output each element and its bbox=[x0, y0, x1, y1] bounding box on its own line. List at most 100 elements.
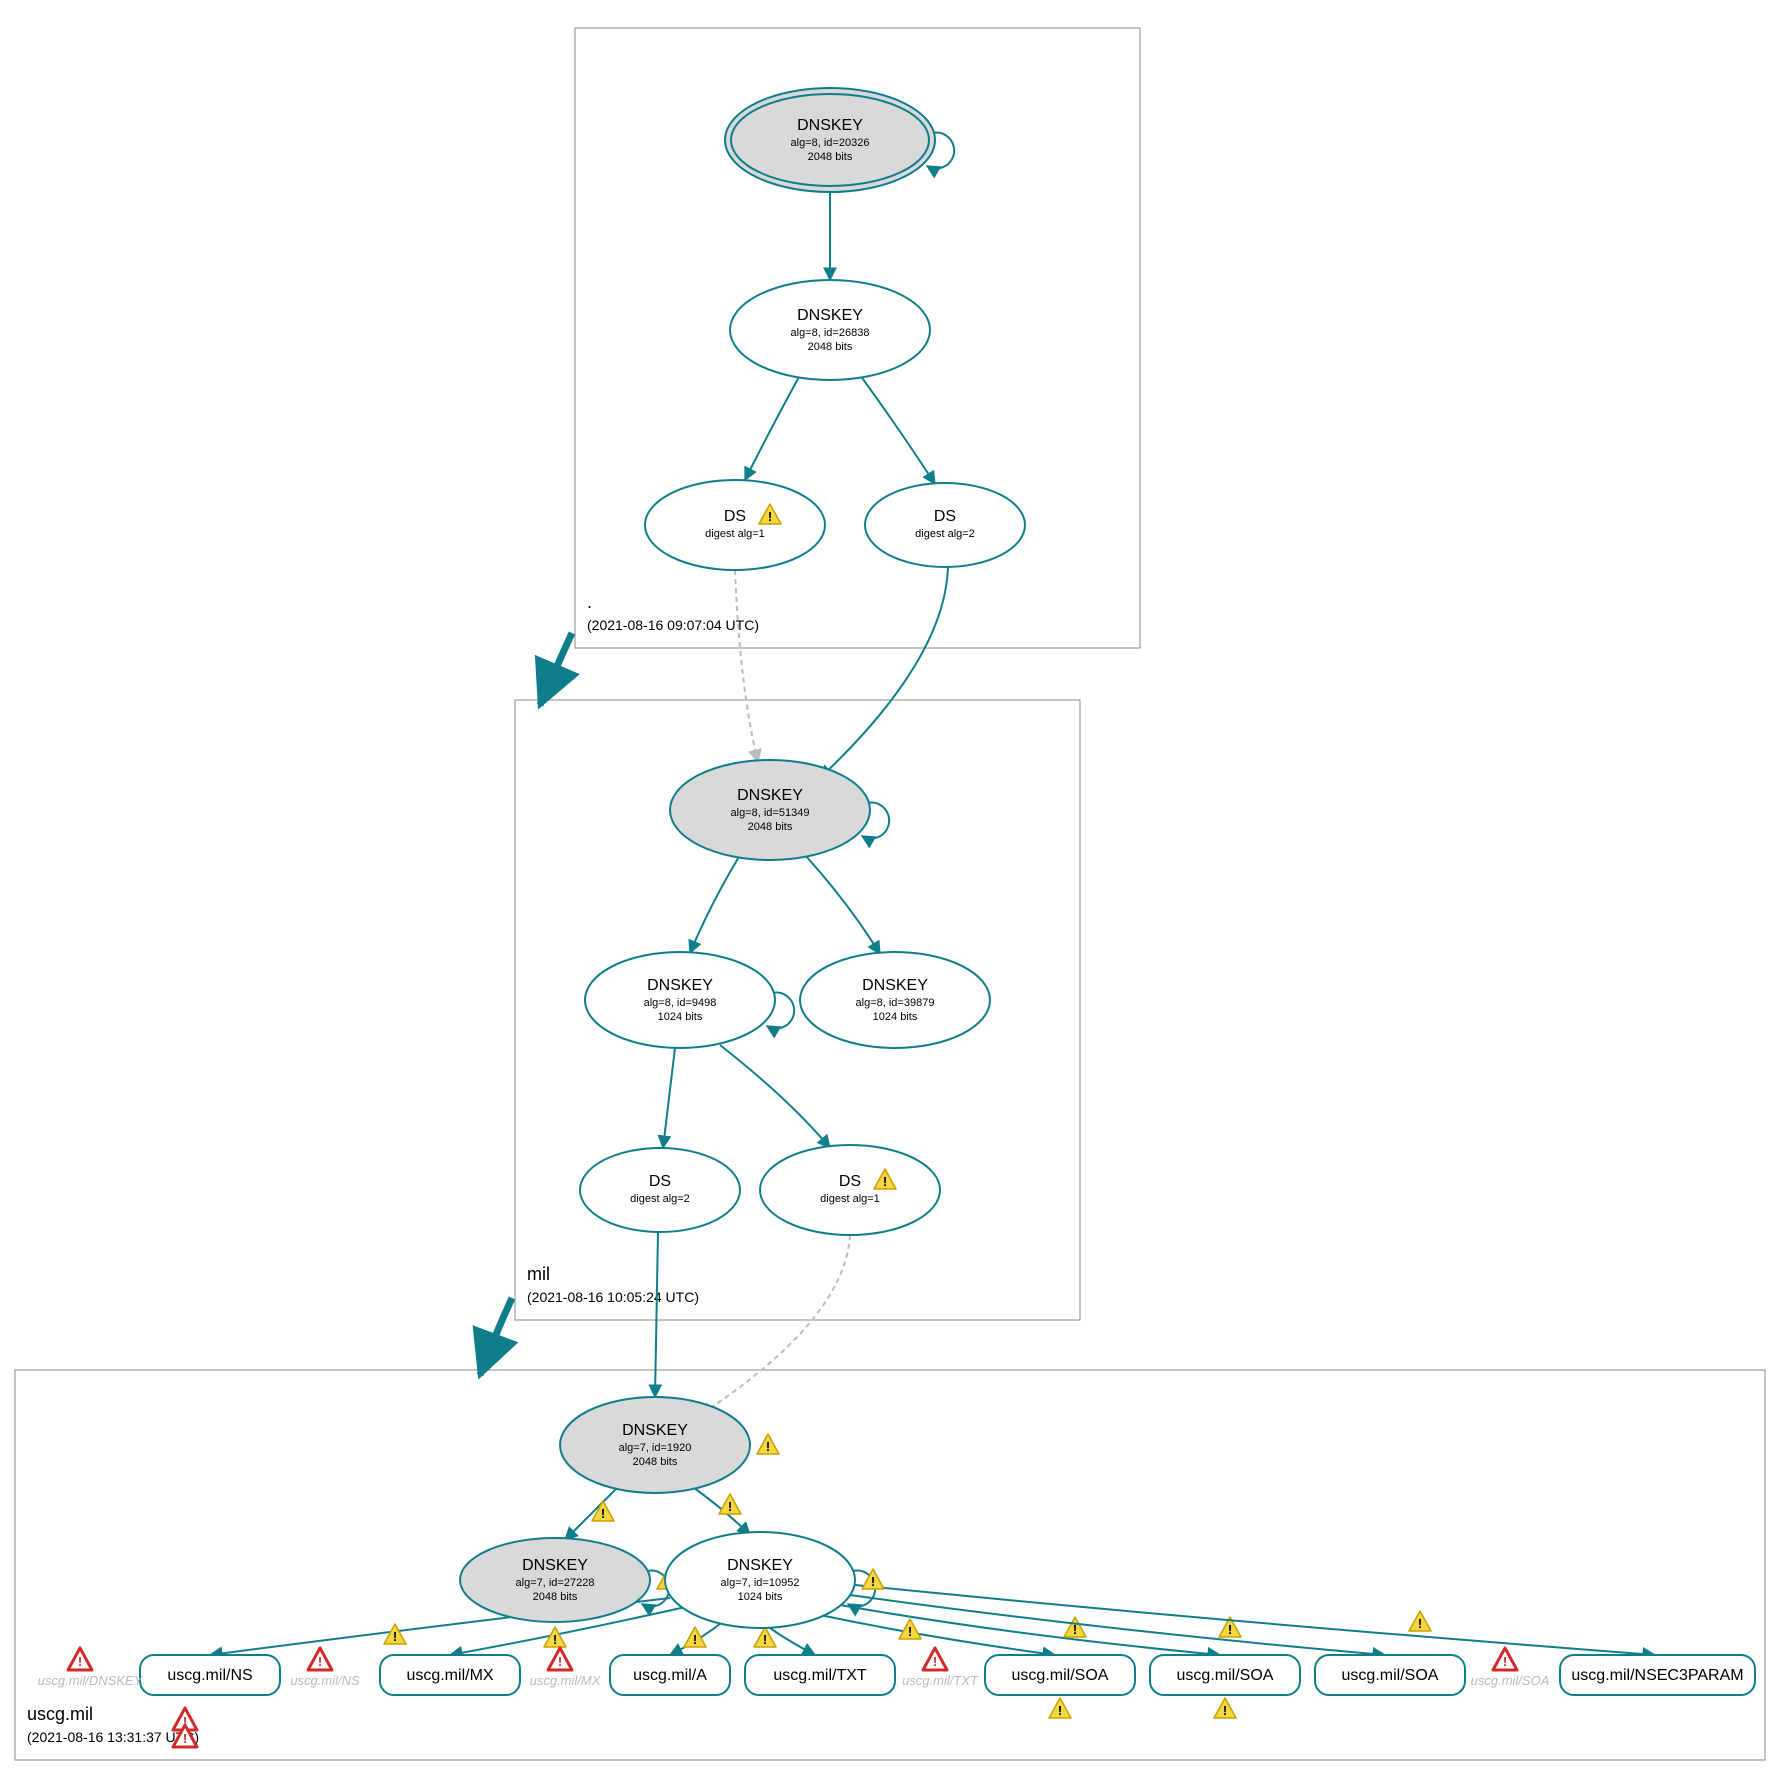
svg-text:!: ! bbox=[183, 1731, 187, 1746]
svg-text:!: ! bbox=[78, 1654, 82, 1669]
node-sub2: 2048 bits bbox=[748, 821, 793, 833]
warning-icon: ! bbox=[1214, 1698, 1236, 1718]
warning-icon: ! bbox=[384, 1624, 406, 1644]
svg-text:!: ! bbox=[601, 1506, 605, 1521]
warning-icon: ! bbox=[1064, 1617, 1086, 1637]
node-sub2: 2048 bits bbox=[808, 341, 853, 353]
node-sub2: 1024 bits bbox=[873, 1011, 918, 1023]
n12: DNSKEYalg=7, id=109521024 bits! bbox=[665, 1532, 884, 1628]
error-icon: ! bbox=[1493, 1648, 1517, 1670]
edge bbox=[700, 1235, 850, 1415]
rr-label: uscg.mil/NSEC3PARAM bbox=[1571, 1667, 1743, 1684]
edge bbox=[820, 567, 948, 778]
edge bbox=[855, 1585, 1655, 1655]
edge bbox=[690, 1485, 750, 1535]
node-sub1: digest alg=1 bbox=[820, 1193, 880, 1205]
svg-text:!: ! bbox=[693, 1632, 697, 1647]
svg-text:!: ! bbox=[1058, 1703, 1062, 1718]
edge bbox=[735, 570, 758, 762]
node-sub1: alg=7, id=10952 bbox=[721, 1577, 800, 1589]
node-title: DNSKEY bbox=[737, 787, 803, 804]
node-sub1: digest alg=1 bbox=[705, 528, 765, 540]
edge bbox=[805, 855, 880, 954]
node-sub1: digest alg=2 bbox=[630, 1193, 690, 1205]
r3: uscg.mil/A bbox=[610, 1655, 730, 1695]
node-title: DNSKEY bbox=[622, 1422, 688, 1439]
phantom-label: uscg.mil/SOA bbox=[1471, 1673, 1550, 1688]
warning-icon: ! bbox=[1409, 1611, 1431, 1631]
edge bbox=[663, 1048, 675, 1148]
node-title: DS bbox=[934, 508, 956, 525]
r4: uscg.mil/TXT bbox=[745, 1655, 895, 1695]
svg-text:!: ! bbox=[318, 1654, 322, 1669]
svg-text:!: ! bbox=[393, 1629, 397, 1644]
error-icon: ! bbox=[923, 1648, 947, 1670]
edge bbox=[720, 1045, 830, 1148]
node-title: DNSKEY bbox=[727, 1557, 793, 1574]
svg-text:!: ! bbox=[768, 509, 772, 524]
svg-text:!: ! bbox=[908, 1624, 912, 1639]
zone-date: (2021-08-16 10:05:24 UTC) bbox=[527, 1289, 699, 1305]
n3: DS!digest alg=1 bbox=[645, 480, 825, 570]
n1: DNSKEYalg=8, id=203262048 bits bbox=[725, 88, 935, 192]
dnssec-diagram: .(2021-08-16 09:07:04 UTC)mil(2021-08-16… bbox=[0, 0, 1781, 1776]
r2: uscg.mil/MX bbox=[380, 1655, 520, 1695]
svg-text:!: ! bbox=[871, 1574, 875, 1589]
rr-label: uscg.mil/SOA bbox=[1012, 1667, 1109, 1684]
n2: DNSKEYalg=8, id=268382048 bits bbox=[730, 280, 930, 380]
n10: DNSKEY alg=7, id=1920 2048 bits! bbox=[560, 1397, 779, 1493]
node-sub2: 2048 bits bbox=[808, 151, 853, 163]
error-icon: ! bbox=[308, 1648, 332, 1670]
node-sub1: alg=8, id=26838 bbox=[791, 327, 870, 339]
warning-icon: ! bbox=[1049, 1698, 1071, 1718]
svg-text:!: ! bbox=[1418, 1616, 1422, 1631]
svg-text:!: ! bbox=[883, 1174, 887, 1189]
r1: uscg.mil/NS bbox=[140, 1655, 280, 1695]
edge bbox=[565, 1485, 620, 1540]
node-title: DS bbox=[724, 508, 746, 525]
node-title: DNSKEY bbox=[797, 117, 863, 134]
phantom-label: uscg.mil/MX bbox=[530, 1673, 602, 1688]
n6: DNSKEYalg=8, id=94981024 bits bbox=[585, 952, 775, 1048]
n9: DS!digest alg=1 bbox=[760, 1145, 940, 1235]
phantom-label: uscg.mil/TXT bbox=[902, 1673, 979, 1688]
r7: uscg.mil/SOA bbox=[1315, 1655, 1465, 1695]
uscg-zone: uscg.mil(2021-08-16 13:31:37 UTC)! bbox=[15, 1370, 1765, 1760]
rr-label: uscg.mil/SOA bbox=[1342, 1667, 1439, 1684]
node-sub1: alg=8, id=51349 bbox=[731, 807, 810, 819]
svg-text:!: ! bbox=[933, 1654, 937, 1669]
rr-label: uscg.mil/A bbox=[633, 1667, 707, 1684]
n8: DS digest alg=2 bbox=[580, 1148, 740, 1232]
phantom-label: uscg.mil/NS bbox=[290, 1673, 360, 1688]
node-sub1: alg=7, id=1920 bbox=[619, 1442, 692, 1454]
node-sub1: alg=7, id=27228 bbox=[516, 1577, 595, 1589]
svg-text:!: ! bbox=[553, 1632, 557, 1647]
r6: uscg.mil/SOA! bbox=[1150, 1655, 1300, 1718]
n4: DS digest alg=2 bbox=[865, 483, 1025, 567]
rr-label: uscg.mil/NS bbox=[167, 1667, 252, 1684]
svg-text:!: ! bbox=[1228, 1622, 1232, 1637]
node-sub1: alg=8, id=39879 bbox=[856, 997, 935, 1009]
node-title: DS bbox=[649, 1173, 671, 1190]
warning-icon: ! bbox=[719, 1494, 741, 1514]
phantom-label: uscg.mil/DNSKEY bbox=[38, 1673, 144, 1688]
node-title: DNSKEY bbox=[862, 977, 928, 994]
zone-connector bbox=[480, 1298, 512, 1375]
node-title: DNSKEY bbox=[647, 977, 713, 994]
node-sub1: digest alg=2 bbox=[915, 528, 975, 540]
n5: DNSKEY alg=8, id=51349 2048 bits bbox=[670, 760, 870, 860]
node-sub2: 2048 bits bbox=[533, 1591, 578, 1603]
node-title: DS bbox=[839, 1173, 861, 1190]
svg-text:!: ! bbox=[558, 1654, 562, 1669]
svg-text:!: ! bbox=[1503, 1654, 1507, 1669]
edge bbox=[770, 1628, 815, 1655]
svg-text:!: ! bbox=[766, 1439, 770, 1454]
edge bbox=[655, 1232, 658, 1397]
zone-label: uscg.mil bbox=[27, 1704, 93, 1724]
rr-label: uscg.mil/TXT bbox=[773, 1667, 867, 1684]
zone-label: mil bbox=[527, 1264, 550, 1284]
zone-label: . bbox=[587, 592, 592, 612]
error-icon: ! bbox=[68, 1648, 92, 1670]
error-icon: ! bbox=[548, 1648, 572, 1670]
node-sub2: 2048 bits bbox=[633, 1456, 678, 1468]
